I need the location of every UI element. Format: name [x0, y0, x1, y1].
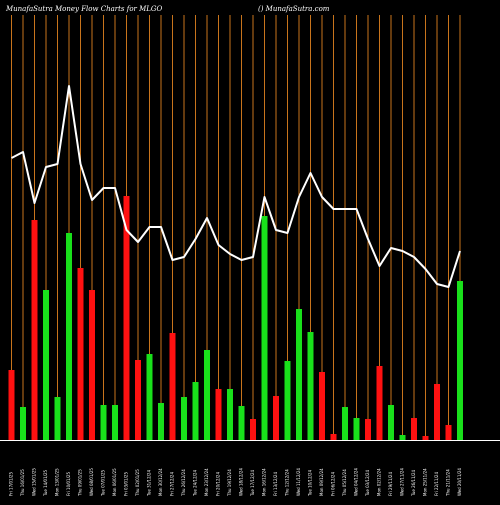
- volume-bar: [457, 281, 463, 440]
- x-tick-label: Mon 09/12/24: [319, 468, 324, 496]
- x-tick-label: Tue 17/12/24: [250, 469, 255, 497]
- x-tick-label: Mon 02/12/24: [377, 468, 382, 496]
- x-tick-label: Wed 27/11/24: [400, 468, 405, 496]
- x-tick-label: Wed 20/11/24: [457, 468, 462, 496]
- volume-bar: [273, 396, 279, 440]
- volume-bar: [342, 407, 348, 440]
- volume-bar: [66, 233, 72, 440]
- volume-bar: [399, 435, 406, 440]
- volume-bar: [169, 333, 176, 440]
- volume-bar: [319, 372, 325, 440]
- volume-bar: [112, 405, 118, 440]
- x-tick-label: Fri 27/12/24: [170, 472, 175, 496]
- volume-bar: [422, 436, 429, 440]
- x-tick-label: Fri 17/01/25: [9, 472, 14, 496]
- volume-bar: [123, 196, 130, 440]
- x-tick-label: Fri 20/12/24: [216, 472, 221, 496]
- volume-bar: [250, 419, 256, 440]
- volume-bar: [192, 382, 199, 440]
- volume-bar: [238, 406, 245, 440]
- x-tick-label: Mon 16/12/24: [262, 468, 267, 496]
- x-tick-label: Thu 09/01/25: [78, 469, 83, 497]
- x-tick-label: Fri 03/01/25: [124, 472, 129, 496]
- x-tick-label: Mon 30/12/24: [158, 468, 163, 496]
- site-credit: () MunafaSutra.com: [258, 5, 330, 13]
- volume-bar: [227, 389, 233, 440]
- x-tick-label: Fri 22/11/24: [434, 472, 439, 496]
- x-tick-label: Wed 15/01/25: [32, 468, 37, 496]
- volume-bar: [8, 370, 15, 440]
- x-tick-label: Fri 13/12/24: [273, 472, 278, 496]
- volume-bar: [89, 290, 95, 440]
- chart-title: MunafaSutra Money Flow Charts for MLGO: [5, 5, 163, 13]
- x-tick-label: Thu 19/12/24: [227, 469, 232, 497]
- x-tick-label: Fri 29/11/24: [388, 472, 393, 496]
- x-tick-label: Thu 26/12/24: [181, 469, 186, 497]
- x-tick-label: Thu 16/01/25: [20, 469, 25, 497]
- x-tick-label: Fri 06/12/24: [331, 472, 336, 496]
- x-tick-label: Wed 11/12/24: [296, 468, 301, 496]
- volume-bar: [181, 397, 187, 440]
- x-tick-label: Mon 25/11/24: [423, 468, 428, 496]
- x-tick-label: Mon 06/01/25: [112, 468, 117, 496]
- x-tick-label: Tue 24/12/24: [193, 469, 198, 497]
- volume-bar: [434, 384, 440, 440]
- x-tick-label: Wed 08/01/25: [89, 468, 94, 496]
- price-line: [11, 85, 461, 288]
- volume-bar: [215, 389, 222, 440]
- x-tick-label: Tue 31/12/24: [147, 469, 152, 497]
- volume-bar: [77, 268, 84, 440]
- volume-bar: [20, 407, 26, 440]
- volume-bar: [31, 220, 38, 440]
- volume-bar: [307, 332, 314, 440]
- volume-bar: [365, 419, 371, 440]
- volume-bar: [146, 354, 153, 440]
- x-tick-label: Wed 18/12/24: [239, 468, 244, 496]
- volume-bars: [8, 196, 463, 440]
- x-tick-labels: Fri 17/01/25 Thu 16/01/25 Wed 15/01/25 Tue …: [9, 468, 463, 497]
- volume-bar: [261, 216, 268, 440]
- volume-bar: [296, 309, 302, 440]
- x-tick-label: Tue 10/12/24: [308, 469, 313, 497]
- volume-bar: [135, 360, 141, 440]
- x-tick-label: Wed 04/12/24: [354, 468, 359, 496]
- x-tick-label: Tue 26/11/24: [411, 469, 416, 497]
- volume-bar: [445, 425, 452, 440]
- volume-bar: [43, 290, 49, 440]
- x-tick-label: Tue 07/01/25: [101, 469, 106, 497]
- x-tick-label: Thu 12/12/24: [285, 469, 290, 497]
- x-tick-label: Mon 23/12/24: [204, 468, 209, 496]
- x-tick-label: Fri 10/01/25: [66, 472, 71, 496]
- volume-bar: [100, 405, 107, 440]
- volume-bar: [284, 361, 291, 440]
- x-tick-label: Thu 21/11/24: [446, 469, 451, 497]
- x-tick-label: Thu 05/12/24: [342, 469, 347, 497]
- price-line-group: [11, 85, 461, 288]
- volume-bar: [330, 434, 337, 440]
- volume-bar: [353, 418, 360, 440]
- x-tick-label: Thu 02/01/25: [135, 469, 140, 497]
- x-tick-label: Tue 03/12/24: [365, 469, 370, 497]
- volume-bar: [376, 366, 383, 440]
- volume-bar: [411, 418, 417, 440]
- volume-bar: [54, 397, 61, 440]
- volume-bar: [388, 405, 394, 440]
- x-tick-label: Mon 13/01/25: [55, 468, 60, 496]
- volume-bar: [204, 350, 210, 440]
- x-tick-label: Tue 14/01/25: [43, 469, 48, 497]
- volume-bar: [158, 403, 164, 440]
